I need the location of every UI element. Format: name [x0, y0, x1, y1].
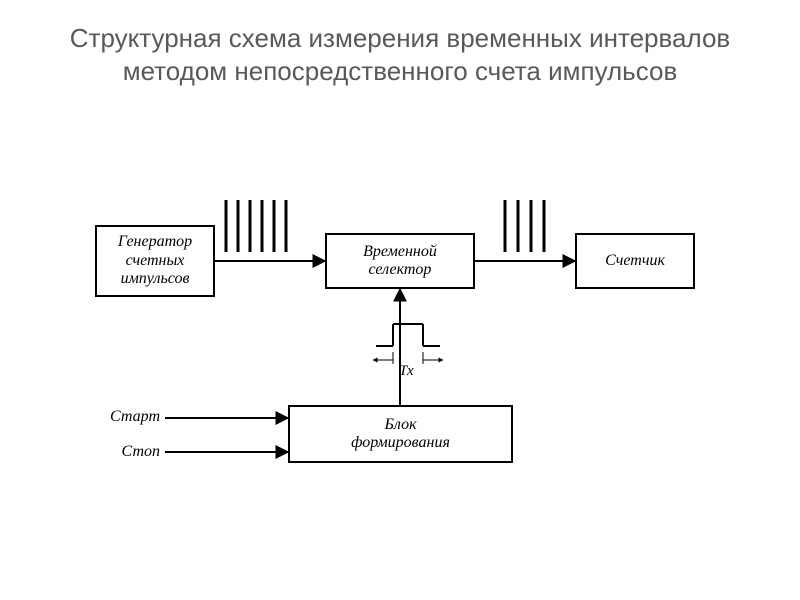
block-selector: Временнойселектор: [325, 233, 475, 289]
wiring-svg: Тх: [0, 0, 800, 600]
block-generator: Генераторсчетныхимпульсов: [95, 225, 215, 297]
tx-pulse-shape: [376, 324, 440, 346]
tx-label: Тх: [399, 363, 414, 379]
block-selector-label: Временнойселектор: [363, 243, 437, 280]
pulse-train-right: [505, 200, 544, 252]
label-start: Старт: [105, 408, 160, 426]
block-counter-label: Счетчик: [605, 252, 665, 270]
pulse-train-left: [226, 200, 286, 252]
label-stop: Стоп: [105, 443, 160, 461]
block-counter: Счетчик: [575, 233, 695, 289]
block-former-label: Блокформирования: [351, 416, 450, 453]
tx-dimension: [373, 352, 443, 364]
block-diagram: Тх Генераторсчетныхимпульсов Временнойсе…: [0, 0, 800, 600]
block-former: Блокформирования: [288, 405, 513, 463]
block-generator-label: Генераторсчетныхимпульсов: [118, 233, 192, 288]
